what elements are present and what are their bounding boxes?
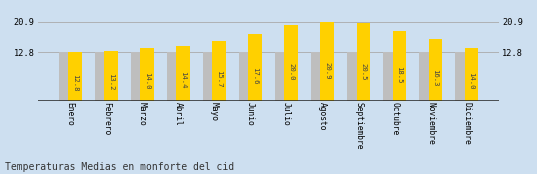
Text: Temperaturas Medias en monforte del cid: Temperaturas Medias en monforte del cid [5, 162, 235, 172]
Bar [176, 46, 190, 101]
Bar [321, 22, 334, 101]
Text: 20.5: 20.5 [360, 63, 366, 80]
Bar [248, 34, 262, 101]
Bar [104, 51, 118, 101]
Text: 14.0: 14.0 [469, 72, 475, 89]
Text: 20.0: 20.0 [288, 63, 294, 81]
Text: 20.9: 20.9 [324, 62, 330, 80]
Bar [239, 52, 252, 101]
Text: 14.4: 14.4 [180, 72, 186, 89]
Bar [311, 52, 325, 101]
Text: 14.0: 14.0 [144, 72, 150, 89]
Bar [275, 52, 289, 101]
Bar [347, 52, 361, 101]
Bar [203, 52, 216, 101]
Text: 16.3: 16.3 [432, 69, 439, 86]
Bar [130, 52, 144, 101]
Bar [419, 52, 433, 101]
Bar [212, 41, 226, 101]
Bar [383, 52, 397, 101]
Bar [393, 31, 407, 101]
Bar [59, 52, 72, 101]
Bar [455, 52, 469, 101]
Bar [140, 48, 154, 101]
Text: 18.5: 18.5 [396, 66, 402, 83]
Bar [357, 23, 370, 101]
Bar [285, 25, 298, 101]
Bar [429, 39, 442, 101]
Bar [68, 52, 82, 101]
Bar [95, 52, 108, 101]
Bar [167, 52, 180, 101]
Text: 12.8: 12.8 [72, 74, 78, 91]
Text: 15.7: 15.7 [216, 70, 222, 87]
Bar [465, 48, 478, 101]
Text: 13.2: 13.2 [108, 73, 114, 91]
Text: 17.6: 17.6 [252, 67, 258, 84]
